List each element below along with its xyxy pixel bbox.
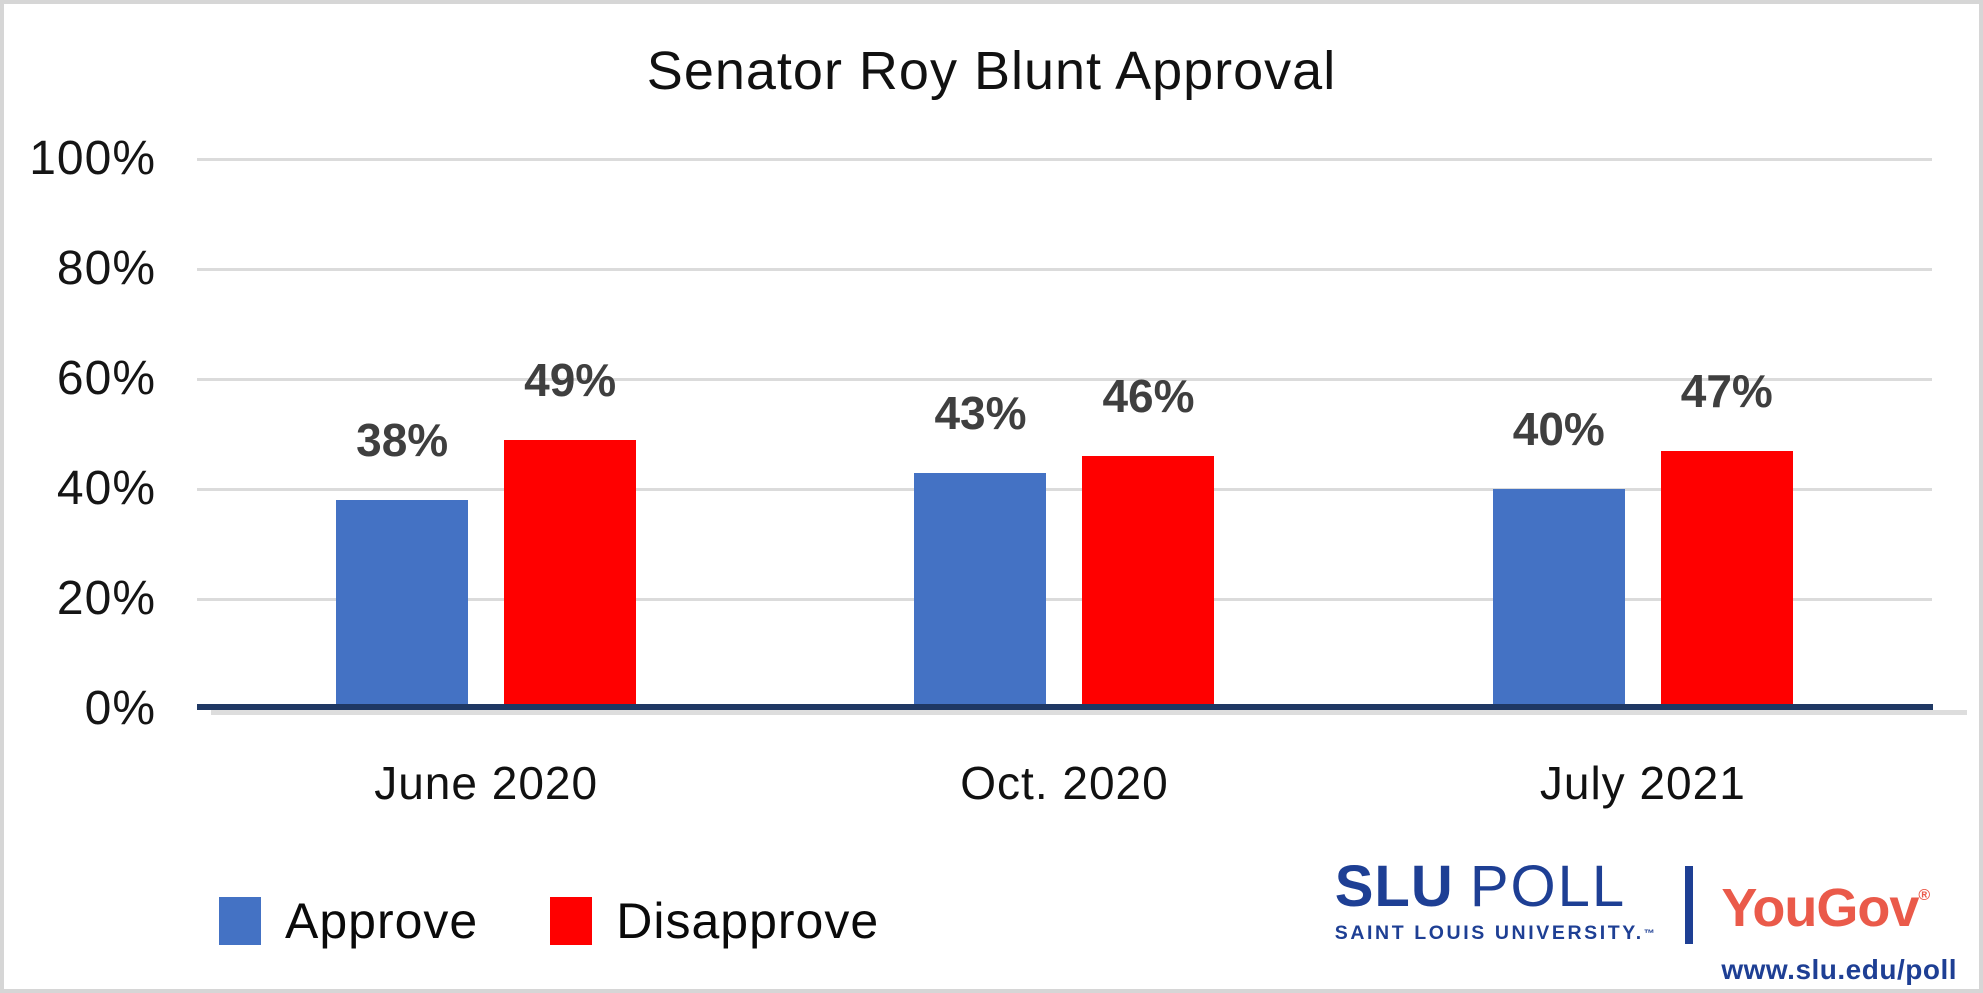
y-axis-tick-100: 100%: [29, 132, 156, 185]
legend: Approve Disapprove: [219, 892, 879, 950]
gridline-60: [197, 378, 1932, 381]
legend-item-disapprove: Disapprove: [550, 892, 879, 950]
bar-value-label: 38%: [356, 414, 449, 466]
gridline-40: [197, 488, 1932, 491]
bar-value-label: 49%: [524, 353, 617, 406]
x-axis-label: July 2021: [1539, 757, 1746, 809]
bar-value-label: 46%: [1102, 370, 1195, 422]
slu-poll-logo: SLU POLL SAINT LOUIS UNIVERSITY.™: [1335, 858, 1658, 945]
x-axis-label: June 2020: [374, 757, 599, 809]
x-axis-labels: June 2020 Oct. 2020 July 2021: [197, 756, 1932, 810]
y-axis-tick-40: 40%: [56, 462, 156, 515]
x-axis-baseline: [197, 704, 1933, 710]
y-axis-tick-80: 80%: [56, 242, 156, 295]
bar-disapprove: 46%: [1082, 370, 1215, 709]
bar-group: 43% 46%: [775, 159, 1353, 709]
poll-text: POLL: [1469, 854, 1627, 919]
gridline-20: [197, 598, 1932, 601]
yougov-wordmark: YouGov®: [1721, 872, 1931, 935]
y-axis-tick-0: 0%: [84, 682, 156, 735]
branding: SLU POLL SAINT LOUIS UNIVERSITY.™ YouGov…: [1335, 858, 1957, 986]
bar-disapprove: 47%: [1660, 365, 1793, 709]
chart-title: Senator Roy Blunt Approval: [646, 41, 1337, 101]
poll-url: www.slu.edu/poll: [1721, 954, 1957, 985]
trademark-symbol: ™: [1643, 928, 1658, 940]
axis-shadow: [211, 710, 1967, 715]
bar-group: 40% 47%: [1354, 159, 1932, 709]
yougov-logo: YouGov® www.slu.edu/poll: [1721, 858, 1957, 986]
disapprove-swatch: [550, 897, 593, 945]
plot-area: 38% 49% 43% 46% 40% 47%: [197, 158, 1932, 709]
bar-approve: 38%: [336, 414, 469, 709]
slu-subtitle-text: SAINT LOUIS UNIVERSITY.: [1334, 922, 1644, 944]
bar-groups: 38% 49% 43% 46% 40% 47%: [197, 159, 1932, 709]
legend-item-approve: Approve: [219, 892, 478, 950]
bar-approve: 40%: [1492, 403, 1625, 709]
bar-value-label: 40%: [1512, 403, 1605, 455]
bar-value-label: 47%: [1680, 364, 1773, 417]
y-axis-tick-60: 60%: [56, 352, 156, 405]
gridline-100: [197, 158, 1932, 161]
slu-text: SLU: [1334, 854, 1454, 919]
yougov-text: YouGov: [1721, 878, 1919, 938]
gridline-80: [197, 268, 1932, 271]
legend-label-approve: Approve: [285, 893, 479, 949]
bar-group: 38% 49%: [197, 159, 775, 709]
bar-value-label: 43%: [934, 386, 1027, 439]
approve-swatch: [219, 897, 261, 945]
legend-label-disapprove: Disapprove: [616, 893, 880, 949]
bar-approve: 43%: [914, 387, 1047, 709]
slu-subtitle: SAINT LOUIS UNIVERSITY.™: [1335, 922, 1658, 945]
x-axis-label: Oct. 2020: [960, 757, 1169, 809]
registered-symbol: ®: [1918, 887, 1931, 904]
slu-poll-wordmark: SLU POLL: [1335, 858, 1658, 916]
y-axis-tick-20: 20%: [56, 572, 156, 625]
logo-divider: [1685, 866, 1694, 944]
bar-disapprove: 49%: [504, 354, 637, 709]
